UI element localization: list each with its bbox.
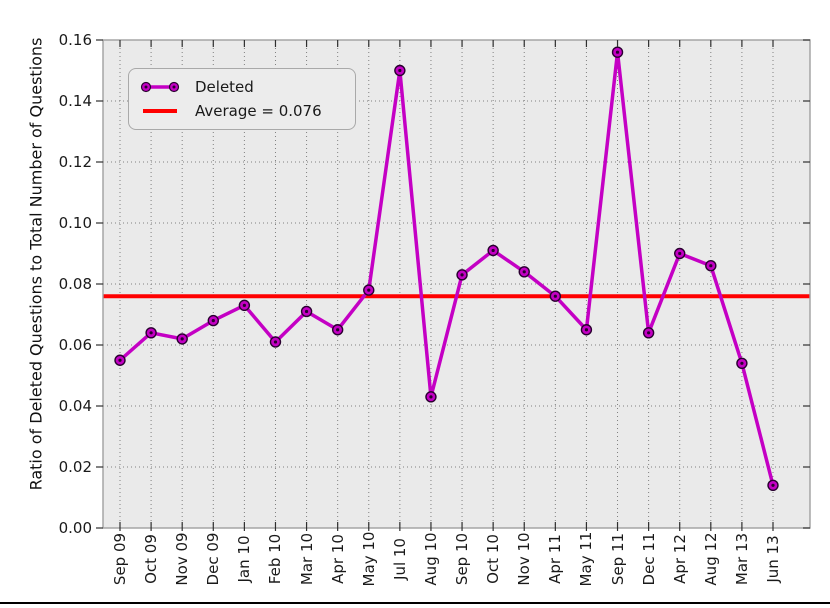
x-tick-label: Apr 10	[328, 534, 347, 584]
data-point-marker-center	[647, 331, 651, 335]
data-point-marker-center	[242, 303, 246, 307]
data-point-marker-center	[398, 68, 402, 73]
x-tick-label: Aug 12	[701, 532, 720, 586]
y-tick-label: 0.06	[58, 336, 92, 354]
data-point-marker-center	[460, 273, 464, 277]
x-tick-label: Sep 10	[453, 532, 472, 586]
data-point-marker-center	[491, 248, 495, 253]
average-line-swatch-icon	[143, 108, 177, 113]
x-tick-label: Jul 10	[390, 538, 409, 580]
data-point-marker-center	[678, 251, 682, 256]
y-tick-label: 0.02	[58, 458, 92, 476]
x-tick-label: Sep 11	[608, 532, 627, 586]
y-tick-label: 0.12	[58, 153, 92, 171]
y-tick-label: 0.00	[58, 519, 92, 537]
data-point-marker-center	[709, 264, 713, 268]
data-point-marker-center	[740, 361, 744, 365]
data-point-marker-center	[336, 328, 340, 332]
y-tick-label: 0.10	[58, 214, 92, 232]
data-point-marker-center	[211, 319, 215, 323]
y-tick-label: 0.04	[58, 397, 92, 415]
y-tick-label: 0.08	[58, 275, 92, 293]
data-point-marker-center	[584, 328, 589, 332]
x-tick-label: Mar 13	[732, 532, 751, 586]
tick-marks	[96, 39, 810, 531]
data-point-marker-center	[522, 270, 526, 274]
legend-label-average: Average = 0.076	[195, 101, 322, 120]
data-point-marker-center	[273, 340, 278, 344]
deleted-line-swatch-icon	[140, 82, 180, 93]
data-point-marker-center	[304, 309, 309, 314]
deleted-series-line	[118, 50, 775, 488]
x-tick-label: May 10	[359, 531, 378, 587]
x-tick-label: Jun 13	[764, 535, 782, 583]
x-tick-label: Sep 09	[111, 532, 129, 586]
data-points	[114, 46, 779, 491]
x-tick-label: Aug 10	[421, 532, 440, 586]
x-tick-label: Oct 09	[142, 534, 161, 584]
data-point-marker-center	[553, 294, 557, 298]
x-tick-label: Apr 12	[670, 534, 689, 584]
x-tick-label: Nov 10	[515, 532, 534, 586]
x-tick-label: Oct 10	[484, 534, 503, 584]
figure-bottom-edge	[0, 602, 830, 604]
x-tick-label: Dec 09	[204, 532, 223, 586]
data-point-marker-center	[615, 50, 620, 54]
x-tick-label: Jan 10	[235, 535, 254, 583]
legend-item-deleted: Deleted	[139, 78, 345, 96]
x-tick-label: Nov 09	[173, 532, 192, 586]
data-point-marker-center	[180, 337, 184, 341]
legend-item-average: Average = 0.076	[139, 102, 345, 120]
data-point-marker-center	[367, 288, 371, 292]
y-tick-label: 0.14	[58, 92, 92, 110]
legend: Deleted Average = 0.076	[128, 68, 356, 130]
legend-label-deleted: Deleted	[195, 78, 254, 97]
gridlines	[103, 40, 810, 528]
x-tick-label: Mar 10	[297, 532, 316, 586]
y-tick-label: 0.16	[58, 31, 92, 49]
data-point-marker-center	[429, 395, 433, 399]
x-tick-label: May 11	[577, 531, 596, 587]
data-point-marker-center	[771, 483, 775, 487]
x-tick-label: Feb 10	[266, 533, 285, 585]
data-point-marker-center	[118, 358, 122, 362]
x-tick-label: Apr 11	[546, 534, 565, 584]
x-tick-label: Dec 11	[639, 532, 658, 586]
data-point-marker-center	[149, 331, 153, 335]
